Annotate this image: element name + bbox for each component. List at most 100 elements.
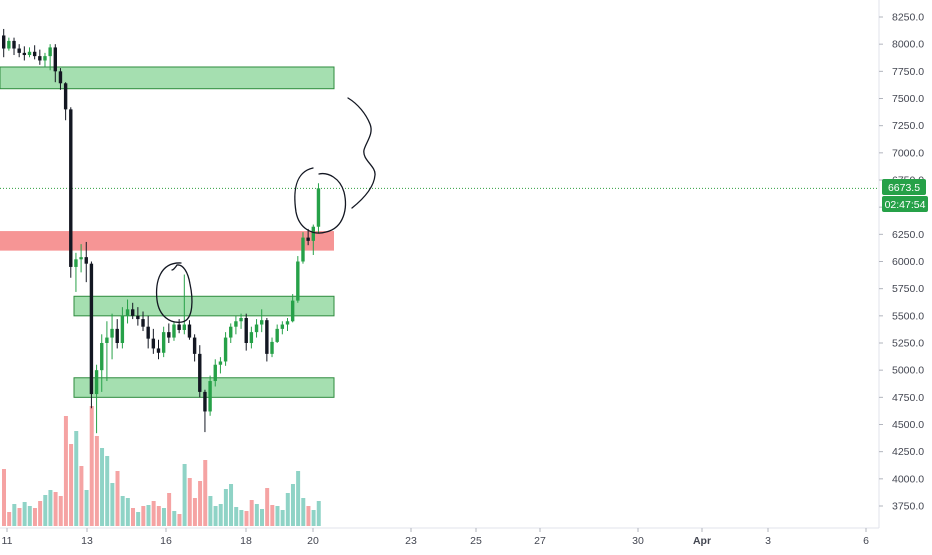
candle-body: [301, 237, 305, 262]
volume-bar: [177, 514, 182, 526]
price-tick-label: 7000.0: [892, 147, 924, 159]
candle: [43, 52, 47, 67]
candle-body: [84, 257, 88, 264]
candle: [84, 241, 88, 283]
volume-bar: [260, 509, 264, 526]
support-zone-0[interactable]: [0, 66, 335, 90]
volume-bar: [110, 483, 115, 526]
volume-bar: [254, 504, 259, 526]
candle-body: [290, 300, 295, 322]
candle: [22, 46, 27, 61]
candle-body: [218, 361, 223, 365]
volume-bar: [280, 510, 285, 526]
candle: [69, 107, 73, 278]
volume-bar: [275, 506, 280, 526]
candle-body: [239, 318, 243, 322]
volume-bar: [213, 506, 218, 526]
volume-bar: [187, 478, 192, 526]
price-tick-label: 4000.0: [892, 473, 924, 485]
candle: [296, 256, 300, 303]
candle: [198, 345, 202, 398]
price-tick-label: 7750.0: [892, 66, 924, 78]
candle-body: [156, 348, 161, 353]
volume-bar: [22, 502, 27, 526]
candle-body: [110, 328, 114, 338]
candle-body: [275, 328, 279, 342]
volume-bar: [32, 508, 37, 526]
candle-body: [229, 326, 233, 338]
candle: [58, 68, 63, 90]
volume-bar: [161, 508, 166, 526]
support-zone-2[interactable]: [73, 295, 335, 317]
resistance-zone-1[interactable]: [0, 231, 334, 251]
candle: [270, 337, 274, 358]
volume-bar: [69, 444, 74, 526]
volume-bar: [218, 504, 223, 526]
time-tick-label: Apr: [693, 535, 711, 547]
volume-bar: [234, 507, 239, 526]
candle-body: [27, 51, 32, 56]
candle-body: [172, 324, 176, 338]
volume-bar: [306, 506, 311, 526]
candle-body: [203, 391, 207, 412]
time-tick-label: 11: [2, 535, 13, 547]
candle-body: [32, 51, 37, 57]
candle: [161, 326, 166, 358]
candle-body: [208, 381, 212, 412]
candle: [182, 274, 186, 335]
candle-body: [296, 261, 300, 301]
candle-body: [151, 338, 156, 349]
time-axis[interactable]: 11 13 16 18 20 23 25 27 30 Apr 3 6: [0, 527, 879, 547]
price-tick-label: 7500.0: [892, 93, 924, 105]
candle: [38, 49, 42, 65]
candle: [12, 37, 16, 56]
candle: [141, 311, 145, 332]
candle-body: [63, 83, 68, 110]
candle: [192, 334, 197, 362]
candle: [290, 294, 295, 323]
countdown-badge: [882, 196, 928, 212]
candle: [223, 332, 228, 366]
candle: [172, 321, 176, 341]
candle-body: [53, 47, 57, 72]
candle: [187, 320, 192, 340]
volume-bar: [7, 512, 12, 526]
volume-bar: [172, 511, 177, 526]
candle: [27, 47, 32, 58]
candle-body: [177, 324, 181, 330]
volume-bar: [229, 484, 234, 526]
volume-histogram: [2, 406, 321, 526]
volume-bar: [156, 506, 161, 526]
volume-bar: [182, 464, 187, 526]
candle-body: [79, 257, 83, 260]
candle-body: [120, 315, 125, 343]
candle-body: [58, 71, 63, 84]
candle-body: [131, 309, 135, 316]
candle-body: [125, 309, 130, 316]
time-tick-label: 30: [632, 535, 644, 547]
volume-bar: [198, 481, 203, 526]
candle-body: [7, 40, 11, 49]
volume-bar: [12, 504, 17, 526]
candle: [316, 183, 321, 234]
candle: [74, 252, 78, 292]
volume-bar: [136, 512, 141, 526]
price-tick-label: 4500.0: [892, 419, 924, 431]
volume-bar: [53, 492, 58, 526]
volume-bar: [105, 456, 110, 526]
volume-bar: [74, 431, 79, 526]
price-tick-label: 5500.0: [892, 310, 924, 322]
volume-bar: [316, 501, 321, 526]
candle-body: [198, 353, 202, 392]
candle-body: [89, 263, 94, 395]
candle-body: [234, 321, 238, 327]
volume-bar: [58, 496, 63, 526]
price-tick-label: 3750.0: [892, 501, 924, 513]
time-tick-label: 23: [405, 535, 417, 547]
candle: [53, 44, 57, 83]
candle-body: [311, 226, 315, 241]
time-tick-label: 3: [765, 535, 771, 547]
volume-bar: [100, 448, 105, 526]
